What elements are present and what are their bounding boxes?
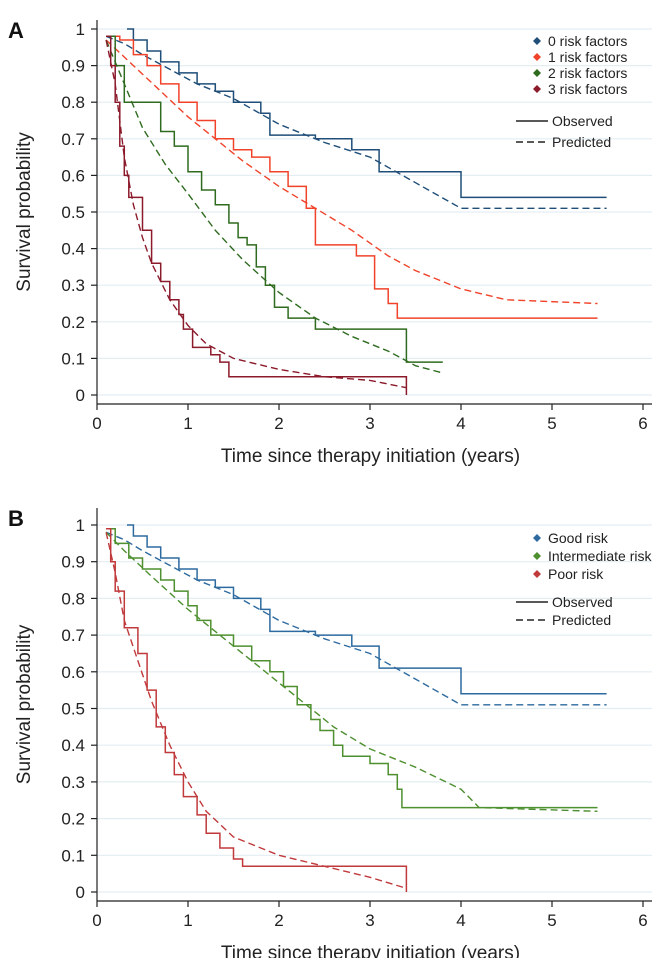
legend-marker [533, 552, 541, 560]
x-tick-label: 0 [92, 414, 101, 433]
predicted-curve-good-risk [105, 531, 607, 706]
panel-label: B [8, 506, 24, 531]
observed-curve-3-risk-factors [106, 35, 408, 395]
legend-marker [533, 570, 541, 578]
x-tick-label: 0 [92, 911, 101, 930]
y-axis-title: Survival probability [14, 624, 35, 784]
x-tick-label: 3 [365, 911, 374, 930]
observed-curve-0-risk-factors [127, 28, 607, 199]
y-tick-label: 0.4 [61, 240, 85, 259]
legend-label: 3 risk factors [548, 81, 627, 97]
y-tick-label: 0.9 [61, 57, 85, 76]
panel-label: A [8, 18, 24, 43]
x-axis-title: Time since therapy initiation (years) [221, 943, 520, 958]
x-tick-label: 5 [547, 414, 556, 433]
legend-predicted-label: Predicted [552, 612, 611, 628]
x-tick-label: 3 [365, 414, 374, 433]
x-tick-label: 5 [547, 911, 556, 930]
chart-panel-b: B 0 0.1 0.2 0.3 0.4 0.5 0.6 0.7 0.8 0.9 1 0 1 2 3 4 5 6 Tim… [8, 506, 652, 958]
y-tick-label: 0 [76, 883, 85, 902]
y-tick-label: 0 [76, 386, 85, 405]
x-tick-label: 2 [274, 414, 283, 433]
y-tick-label: 0.7 [61, 626, 85, 645]
legend-observed-label: Observed [552, 594, 613, 610]
x-tick-label: 1 [183, 911, 192, 930]
legend-label: Intermediate risk [548, 548, 652, 564]
legend-label: Poor risk [548, 566, 604, 582]
observed-curve-2-risk-factors [106, 35, 443, 363]
y-tick-label: 0.5 [61, 700, 85, 719]
legend-label: 0 risk factors [548, 33, 627, 49]
y-tick-label: 0.5 [61, 203, 85, 222]
predicted-curve-3-risk-factors [105, 39, 407, 389]
y-tick-label: 1 [76, 516, 85, 535]
observed-curve-intermediate-risk [106, 527, 598, 809]
y-tick-label: 0.1 [61, 846, 85, 865]
x-tick-label: 4 [456, 911, 465, 930]
y-axis-title: Survival probability [14, 132, 35, 292]
chart-panel-a: A 0 0.1 0.2 0.3 0.4 0.5 0.6 0.7 0.8 0.9 1 0 1 2 3 4 5 6 Tim… [8, 18, 652, 467]
y-tick-label: 0.8 [61, 589, 85, 608]
y-tick-label: 0.4 [61, 736, 85, 755]
legend-marker [533, 53, 541, 61]
legend-label: 1 risk factors [548, 49, 627, 65]
legend-marker [533, 69, 541, 77]
predicted-curve-poor-risk [105, 532, 407, 889]
observed-curve-poor-risk [106, 527, 408, 892]
y-tick-label: 0.3 [61, 773, 85, 792]
predicted-curve-1-risk-factors [105, 39, 598, 305]
legend-predicted-label: Predicted [552, 134, 611, 150]
y-tick-label: 1 [76, 20, 85, 39]
legend-label: 2 risk factors [548, 65, 627, 81]
y-tick-label: 0.9 [61, 553, 85, 572]
x-tick-label: 4 [456, 414, 465, 433]
y-tick-label: 0.2 [61, 313, 85, 332]
predicted-curve-2-risk-factors [105, 39, 443, 374]
y-tick-label: 0.2 [61, 810, 85, 829]
observed-curve-1-risk-factors [106, 35, 598, 319]
x-axis-title: Time since therapy initiation (years) [221, 446, 520, 467]
legend-label: Good risk [548, 530, 609, 546]
y-tick-label: 0.6 [61, 166, 85, 185]
y-tick-label: 0.1 [61, 349, 85, 368]
x-tick-label: 2 [274, 911, 283, 930]
y-tick-label: 0.8 [61, 93, 85, 112]
y-tick-label: 0.6 [61, 663, 85, 682]
observed-curve-good-risk [127, 524, 607, 695]
predicted-curve-0-risk-factors [105, 35, 607, 209]
x-tick-label: 6 [638, 414, 647, 433]
x-tick-label: 1 [183, 414, 192, 433]
y-tick-label: 0.7 [61, 130, 85, 149]
legend-marker [533, 37, 541, 45]
x-tick-label: 6 [638, 911, 647, 930]
legend-observed-label: Observed [552, 113, 613, 129]
legend-marker [533, 85, 541, 93]
y-tick-label: 0.3 [61, 276, 85, 295]
legend-marker [533, 534, 541, 542]
predicted-curve-intermediate-risk [105, 531, 598, 812]
